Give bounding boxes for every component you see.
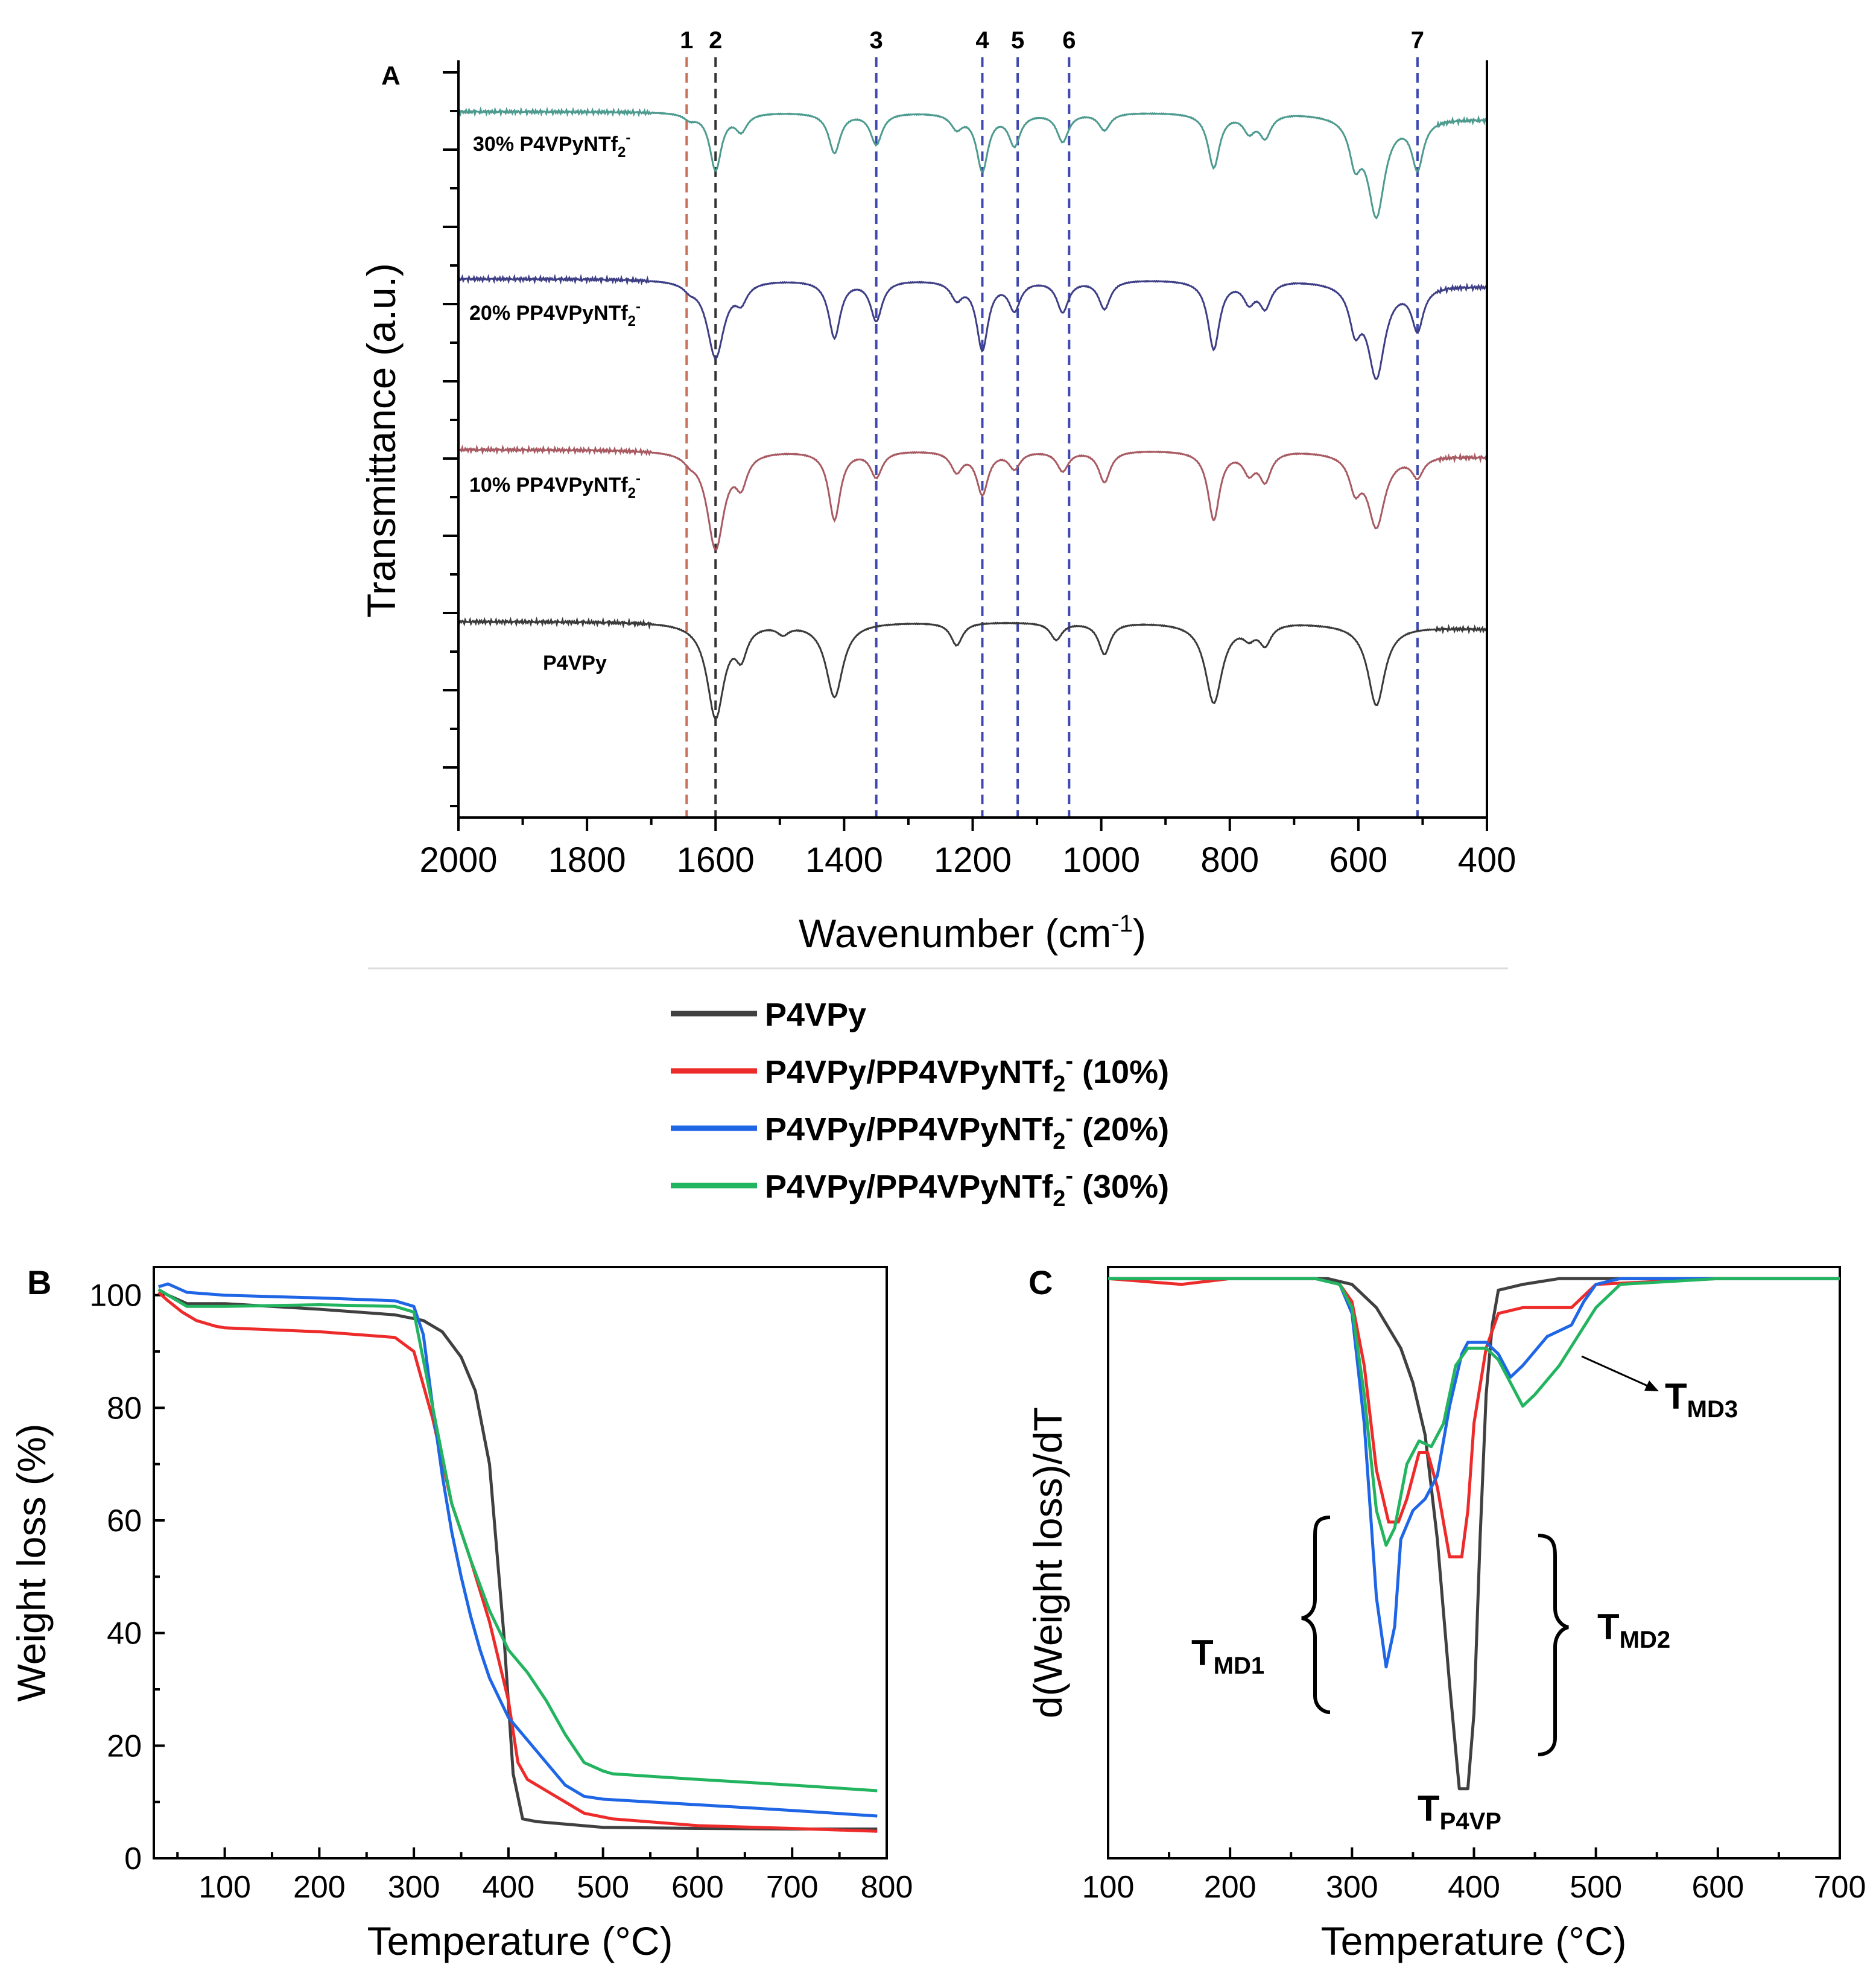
panel-c-x-tick-label: 200 xyxy=(1204,1870,1256,1905)
reference-label-7: 7 xyxy=(1411,27,1424,54)
panel-b-y-tick-label: 60 xyxy=(107,1504,142,1539)
reference-label-3: 3 xyxy=(870,27,883,54)
panel-b-y-tick-label: 40 xyxy=(107,1616,142,1651)
legend-label: P4VPy/PP4VPyNTf2- (20%) xyxy=(765,1106,1169,1154)
panel-a-x-tick-label: 1600 xyxy=(677,840,755,880)
ftir-series-line xyxy=(457,444,1488,551)
tga-series-line xyxy=(157,1291,878,1833)
panel-b-y-tick-label: 100 xyxy=(89,1278,142,1313)
tmd1-bracket xyxy=(1301,1516,1331,1714)
annotation-tmd2: TMD2 xyxy=(1597,1607,1670,1653)
legend-label: P4VPy/PP4VPyNTf2- (30%) xyxy=(765,1163,1169,1212)
panel-b-x-axis-label: Temperature (°C) xyxy=(367,1919,673,1963)
annotation-tmd3: TMD3 xyxy=(1665,1376,1738,1423)
dtg-series-line xyxy=(1108,1277,1840,1669)
panel-b-y-tick-label: 0 xyxy=(124,1841,142,1876)
legend-label: P4VPy/PP4VPyNTf2- (10%) xyxy=(765,1049,1169,1097)
legend-label: P4VPy xyxy=(765,997,866,1033)
panel-b-frame xyxy=(153,1266,888,1859)
panel-b-x-tick-label: 200 xyxy=(293,1870,346,1905)
reference-label-5: 5 xyxy=(1011,27,1024,54)
panel-a-x-tick-label: 1800 xyxy=(548,840,626,880)
panel-a-y-axis-label: Transmittance (a.u.) xyxy=(359,263,404,618)
panel-b-x-tick-label: 500 xyxy=(577,1870,629,1905)
panel-b-tga: B 100 200 300 400 500 600 700 800 0 20 40 60 80 100 T… xyxy=(9,1263,913,1963)
tmd3-arrow-head xyxy=(1644,1380,1659,1391)
panel-b-x-tick-label: 700 xyxy=(766,1870,819,1905)
panel-b-x-tick-label: 300 xyxy=(388,1870,440,1905)
dtg-series-line xyxy=(1108,1277,1840,1791)
reference-label-1: 1 xyxy=(680,27,693,54)
tmd2-bracket xyxy=(1538,1534,1569,1756)
dtg-series-line xyxy=(1108,1277,1840,1547)
ftir-series-label: P4VPy xyxy=(543,652,607,675)
reference-label-2: 2 xyxy=(709,27,722,54)
panel-a-x-tick-label: 1200 xyxy=(934,840,1012,880)
panel-b-x-tick-label: 800 xyxy=(861,1870,913,1905)
panel-c-x-tick-label: 300 xyxy=(1326,1870,1378,1905)
panel-c-x-tick-label: 400 xyxy=(1448,1870,1500,1905)
ftir-series-label: 30% P4VPyNTf2- xyxy=(473,130,630,160)
annotation-tmd1: TMD1 xyxy=(1191,1633,1264,1679)
ftir-series-label: 20% PP4VPyNTf2- xyxy=(469,299,641,329)
panel-c-y-axis-label: d(Weight loss)/dT xyxy=(1025,1407,1070,1718)
tga-series-line xyxy=(157,1288,878,1831)
panel-a-x-tick-label: 2000 xyxy=(419,840,497,880)
ftir-series-label: 10% PP4VPyNTf2- xyxy=(469,471,641,501)
panel-c-dtg: C 100 200 300 400 500 600 700 Temperature (°C)… xyxy=(1025,1263,1866,1963)
ftir-series-line xyxy=(457,616,1488,720)
panel-c-x-tick-label: 500 xyxy=(1570,1870,1622,1905)
panel-a-x-tick-label: 1400 xyxy=(805,840,883,880)
reference-label-6: 6 xyxy=(1062,27,1076,54)
panel-a-x-tick-label: 800 xyxy=(1200,840,1259,880)
ftir-series-line xyxy=(457,273,1488,380)
panel-b-y-tick-label: 20 xyxy=(107,1729,142,1764)
tga-series-line xyxy=(157,1288,878,1793)
panel-b-x-tick-label: 600 xyxy=(671,1870,724,1905)
panel-a-x-tick-label: 600 xyxy=(1329,840,1387,880)
panel-c-x-tick-label: 100 xyxy=(1082,1870,1135,1905)
tmd3-arrow-line xyxy=(1581,1355,1652,1389)
panel-a-x-tick-label: 1000 xyxy=(1062,840,1140,880)
panel-b-x-tick-label: 100 xyxy=(198,1870,251,1905)
reference-label-4: 4 xyxy=(975,27,989,54)
panel-a-x-axis-label: Wavenumber (cm-1) xyxy=(799,910,1146,956)
tga-series-line xyxy=(158,1282,878,1818)
panel-c-frame xyxy=(1107,1266,1841,1859)
panel-a-letter: A xyxy=(381,61,401,91)
ftir-series-line xyxy=(457,106,1487,220)
legend: P4VPy P4VPy/PP4VPyNTf2- (10%) P4VPy/PP4VPy… xyxy=(671,997,1169,1212)
panel-c-x-tick-label: 600 xyxy=(1691,1870,1744,1905)
panel-b-x-tick-label: 400 xyxy=(483,1870,535,1905)
panel-c-x-tick-label: 700 xyxy=(1814,1870,1866,1905)
panel-b-y-tick-label: 80 xyxy=(107,1391,142,1426)
panel-c-letter: C xyxy=(1028,1263,1053,1301)
panel-b-letter: B xyxy=(27,1263,51,1301)
panel-c-x-axis-label: Temperature (°C) xyxy=(1321,1919,1627,1963)
panel-a-x-tick-label: 400 xyxy=(1458,840,1516,880)
panel-b-y-axis-label: Weight loss (%) xyxy=(9,1424,54,1702)
annotation-tp4vp: TP4VP xyxy=(1418,1788,1501,1835)
